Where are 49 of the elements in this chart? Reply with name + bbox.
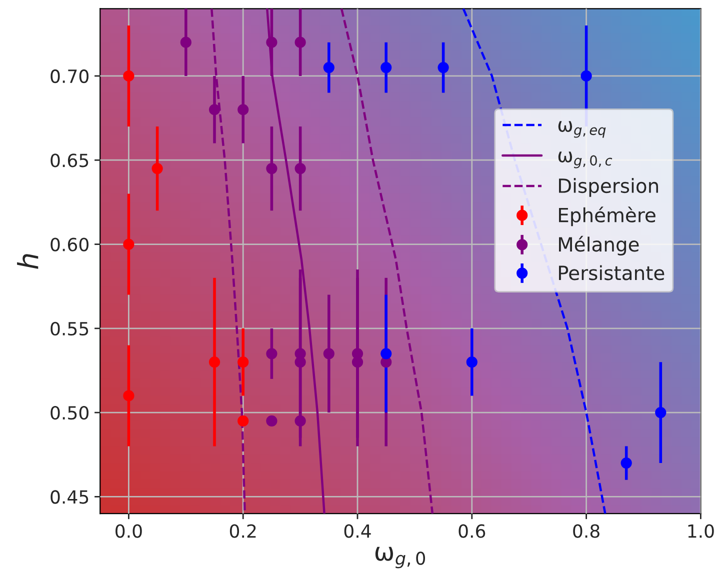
y-tick-label: 0.70 — [50, 69, 88, 84]
point — [655, 407, 666, 418]
point — [266, 415, 278, 427]
point — [294, 356, 306, 368]
point — [620, 457, 632, 469]
legend-label: Ephémère — [559, 206, 656, 226]
y-tick-label: 0.60 — [50, 238, 88, 252]
point — [266, 162, 278, 174]
legend-label: Mélange — [559, 236, 639, 256]
x-tick-label: 0.8 — [573, 524, 600, 538]
point — [123, 390, 134, 402]
point — [323, 62, 334, 74]
legend-label: Dispersion — [559, 178, 658, 197]
point — [152, 162, 163, 174]
point — [352, 356, 364, 368]
legend-label: ω$_{g,eq}$ — [558, 121, 606, 138]
point — [238, 415, 249, 427]
x-axis-title: ω$_{g,0}$ — [375, 546, 425, 568]
y-tick-label: 0.50 — [50, 406, 88, 420]
point — [294, 162, 306, 174]
line-series — [266, 8, 326, 514]
point — [323, 348, 334, 360]
point — [180, 36, 192, 48]
point — [380, 62, 392, 74]
y-tick-label: 0.65 — [50, 154, 88, 168]
y-tick-label: 0.55 — [50, 322, 88, 336]
point — [466, 356, 478, 368]
legend-label: ω$_{g,0,c}$ — [558, 152, 612, 168]
x-tick-label: 0.6 — [458, 524, 486, 538]
point — [266, 348, 278, 360]
x-tick-label: 0.0 — [116, 524, 142, 538]
point — [380, 348, 392, 360]
point — [238, 104, 249, 116]
y-axis-title: h — [17, 254, 38, 269]
x-tick-label: 1.0 — [688, 524, 714, 538]
x-tick-label: 0.2 — [230, 524, 256, 538]
point — [294, 415, 306, 427]
point — [208, 356, 220, 368]
point — [208, 104, 220, 116]
legend-label: Persistante — [559, 265, 664, 280]
point — [266, 36, 278, 48]
x-tick-label: 0.4 — [344, 524, 371, 538]
point — [580, 70, 592, 82]
point — [123, 70, 134, 82]
point — [294, 36, 306, 48]
point — [238, 356, 249, 368]
point — [123, 238, 134, 250]
y-tick-label: 0.45 — [50, 490, 88, 504]
point — [438, 62, 449, 74]
